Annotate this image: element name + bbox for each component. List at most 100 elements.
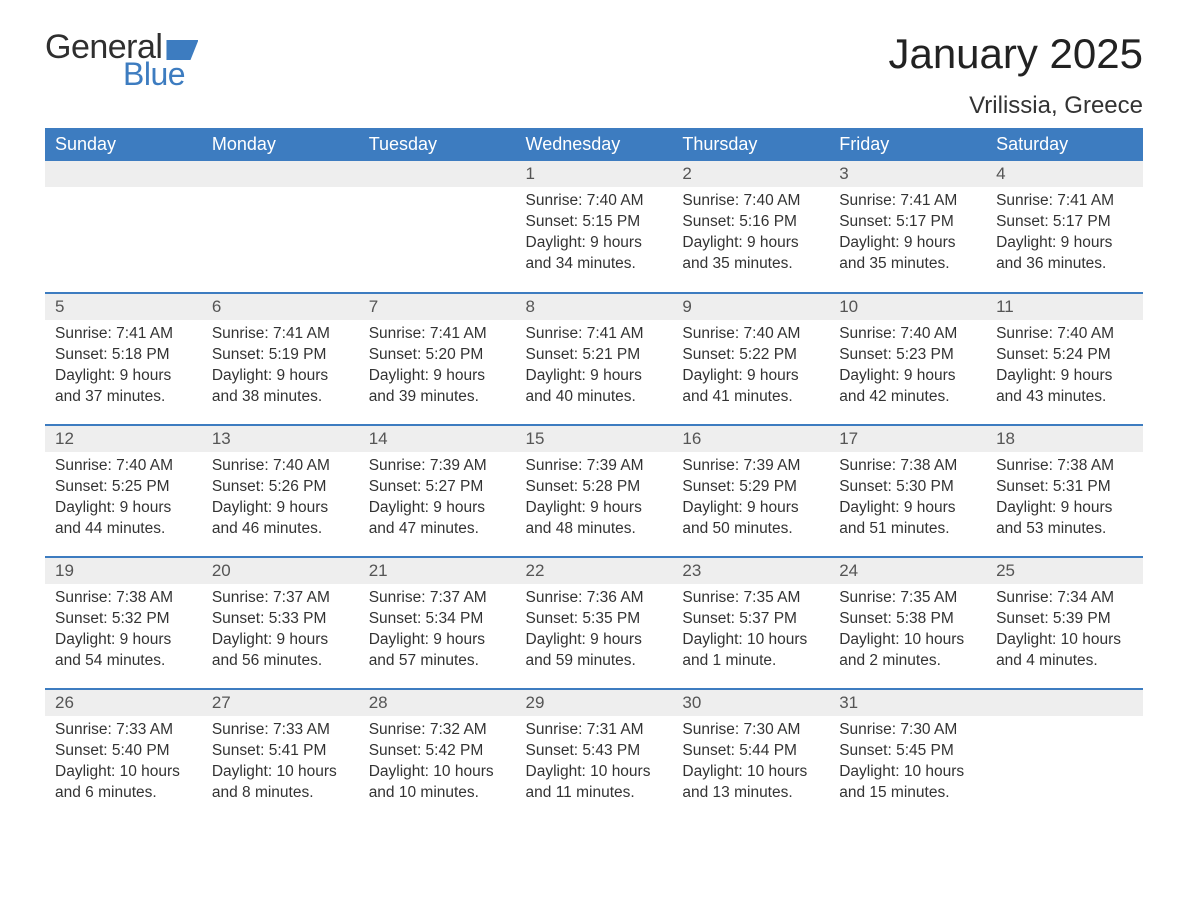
day-day2-line: and 41 minutes. <box>682 387 819 408</box>
day-day2-line: and 51 minutes. <box>839 519 976 540</box>
day-sunrise-line: Sunrise: 7:30 AM <box>839 720 976 741</box>
day-sunrise-line: Sunrise: 7:40 AM <box>682 191 819 212</box>
day-number-band <box>986 690 1143 716</box>
day-body: Sunrise: 7:30 AMSunset: 5:44 PMDaylight:… <box>672 716 829 812</box>
day-cell: 25Sunrise: 7:34 AMSunset: 5:39 PMDayligh… <box>986 557 1143 689</box>
day-sunrise-line: Sunrise: 7:35 AM <box>839 588 976 609</box>
day-day1-line: Daylight: 9 hours <box>839 498 976 519</box>
week-row: 1Sunrise: 7:40 AMSunset: 5:15 PMDaylight… <box>45 161 1143 293</box>
day-sunset-line: Sunset: 5:45 PM <box>839 741 976 762</box>
day-day1-line: Daylight: 10 hours <box>526 762 663 783</box>
day-number-band: 21 <box>359 558 516 584</box>
day-sunrise-line: Sunrise: 7:38 AM <box>55 588 192 609</box>
day-cell: 31Sunrise: 7:30 AMSunset: 5:45 PMDayligh… <box>829 689 986 821</box>
day-body: Sunrise: 7:38 AMSunset: 5:32 PMDaylight:… <box>45 584 202 680</box>
day-day1-line: Daylight: 9 hours <box>526 630 663 651</box>
day-day2-line: and 57 minutes. <box>369 651 506 672</box>
day-sunrise-line: Sunrise: 7:41 AM <box>55 324 192 345</box>
day-body: Sunrise: 7:40 AMSunset: 5:26 PMDaylight:… <box>202 452 359 548</box>
day-cell: 15Sunrise: 7:39 AMSunset: 5:28 PMDayligh… <box>516 425 673 557</box>
day-sunset-line: Sunset: 5:27 PM <box>369 477 506 498</box>
day-sunrise-line: Sunrise: 7:39 AM <box>369 456 506 477</box>
day-day2-line: and 43 minutes. <box>996 387 1133 408</box>
day-number-band: 13 <box>202 426 359 452</box>
week-row: 26Sunrise: 7:33 AMSunset: 5:40 PMDayligh… <box>45 689 1143 821</box>
day-number-band: 20 <box>202 558 359 584</box>
day-body: Sunrise: 7:39 AMSunset: 5:27 PMDaylight:… <box>359 452 516 548</box>
day-number-band: 9 <box>672 294 829 320</box>
day-day1-line: Daylight: 9 hours <box>369 498 506 519</box>
day-day2-line: and 54 minutes. <box>55 651 192 672</box>
day-number-band: 25 <box>986 558 1143 584</box>
day-sunrise-line: Sunrise: 7:38 AM <box>839 456 976 477</box>
day-cell: 1Sunrise: 7:40 AMSunset: 5:15 PMDaylight… <box>516 161 673 293</box>
day-day2-line: and 42 minutes. <box>839 387 976 408</box>
logo-top-row: General <box>45 30 198 64</box>
logo-word-blue: Blue <box>123 58 198 90</box>
day-day2-line: and 34 minutes. <box>526 254 663 275</box>
day-day2-line: and 37 minutes. <box>55 387 192 408</box>
day-sunrise-line: Sunrise: 7:34 AM <box>996 588 1133 609</box>
day-body: Sunrise: 7:37 AMSunset: 5:33 PMDaylight:… <box>202 584 359 680</box>
day-sunset-line: Sunset: 5:20 PM <box>369 345 506 366</box>
day-day1-line: Daylight: 9 hours <box>996 366 1133 387</box>
day-sunset-line: Sunset: 5:25 PM <box>55 477 192 498</box>
day-sunrise-line: Sunrise: 7:37 AM <box>369 588 506 609</box>
day-sunrise-line: Sunrise: 7:39 AM <box>526 456 663 477</box>
header: General Blue January 2025 Vrilissia, Gre… <box>45 30 1143 120</box>
day-day2-line: and 35 minutes. <box>682 254 819 275</box>
day-number-band: 28 <box>359 690 516 716</box>
day-cell: 27Sunrise: 7:33 AMSunset: 5:41 PMDayligh… <box>202 689 359 821</box>
day-sunrise-line: Sunrise: 7:35 AM <box>682 588 819 609</box>
day-sunset-line: Sunset: 5:29 PM <box>682 477 819 498</box>
day-sunset-line: Sunset: 5:24 PM <box>996 345 1133 366</box>
day-sunset-line: Sunset: 5:30 PM <box>839 477 976 498</box>
day-sunset-line: Sunset: 5:32 PM <box>55 609 192 630</box>
day-number-band: 11 <box>986 294 1143 320</box>
week-row: 12Sunrise: 7:40 AMSunset: 5:25 PMDayligh… <box>45 425 1143 557</box>
title-block: January 2025 Vrilissia, Greece <box>888 30 1143 120</box>
day-sunset-line: Sunset: 5:17 PM <box>996 212 1133 233</box>
day-sunset-line: Sunset: 5:26 PM <box>212 477 349 498</box>
day-day2-line: and 15 minutes. <box>839 783 976 804</box>
day-cell <box>986 689 1143 821</box>
calendar-body: 1Sunrise: 7:40 AMSunset: 5:15 PMDaylight… <box>45 161 1143 821</box>
day-cell: 20Sunrise: 7:37 AMSunset: 5:33 PMDayligh… <box>202 557 359 689</box>
location-label: Vrilissia, Greece <box>888 92 1143 120</box>
day-sunset-line: Sunset: 5:21 PM <box>526 345 663 366</box>
day-body: Sunrise: 7:40 AMSunset: 5:16 PMDaylight:… <box>672 187 829 283</box>
day-sunset-line: Sunset: 5:42 PM <box>369 741 506 762</box>
day-day1-line: Daylight: 9 hours <box>682 498 819 519</box>
day-day1-line: Daylight: 9 hours <box>839 233 976 254</box>
day-cell: 19Sunrise: 7:38 AMSunset: 5:32 PMDayligh… <box>45 557 202 689</box>
week-row: 19Sunrise: 7:38 AMSunset: 5:32 PMDayligh… <box>45 557 1143 689</box>
day-day2-line: and 40 minutes. <box>526 387 663 408</box>
day-sunrise-line: Sunrise: 7:37 AM <box>212 588 349 609</box>
day-cell: 12Sunrise: 7:40 AMSunset: 5:25 PMDayligh… <box>45 425 202 557</box>
month-title: January 2025 <box>888 30 1143 78</box>
day-number-band: 29 <box>516 690 673 716</box>
day-day2-line: and 10 minutes. <box>369 783 506 804</box>
day-day1-line: Daylight: 10 hours <box>839 630 976 651</box>
day-day1-line: Daylight: 10 hours <box>212 762 349 783</box>
day-day2-line: and 39 minutes. <box>369 387 506 408</box>
day-body: Sunrise: 7:36 AMSunset: 5:35 PMDaylight:… <box>516 584 673 680</box>
day-sunset-line: Sunset: 5:35 PM <box>526 609 663 630</box>
day-number-band: 31 <box>829 690 986 716</box>
day-cell: 22Sunrise: 7:36 AMSunset: 5:35 PMDayligh… <box>516 557 673 689</box>
day-sunrise-line: Sunrise: 7:40 AM <box>526 191 663 212</box>
day-day2-line: and 8 minutes. <box>212 783 349 804</box>
day-sunrise-line: Sunrise: 7:41 AM <box>526 324 663 345</box>
day-sunrise-line: Sunrise: 7:38 AM <box>996 456 1133 477</box>
day-body: Sunrise: 7:32 AMSunset: 5:42 PMDaylight:… <box>359 716 516 812</box>
day-number-band: 10 <box>829 294 986 320</box>
day-sunset-line: Sunset: 5:41 PM <box>212 741 349 762</box>
day-number-band: 26 <box>45 690 202 716</box>
day-day2-line: and 50 minutes. <box>682 519 819 540</box>
day-cell: 14Sunrise: 7:39 AMSunset: 5:27 PMDayligh… <box>359 425 516 557</box>
day-body: Sunrise: 7:41 AMSunset: 5:17 PMDaylight:… <box>986 187 1143 283</box>
day-number-band: 27 <box>202 690 359 716</box>
day-cell: 30Sunrise: 7:30 AMSunset: 5:44 PMDayligh… <box>672 689 829 821</box>
day-cell <box>202 161 359 293</box>
day-sunrise-line: Sunrise: 7:40 AM <box>996 324 1133 345</box>
